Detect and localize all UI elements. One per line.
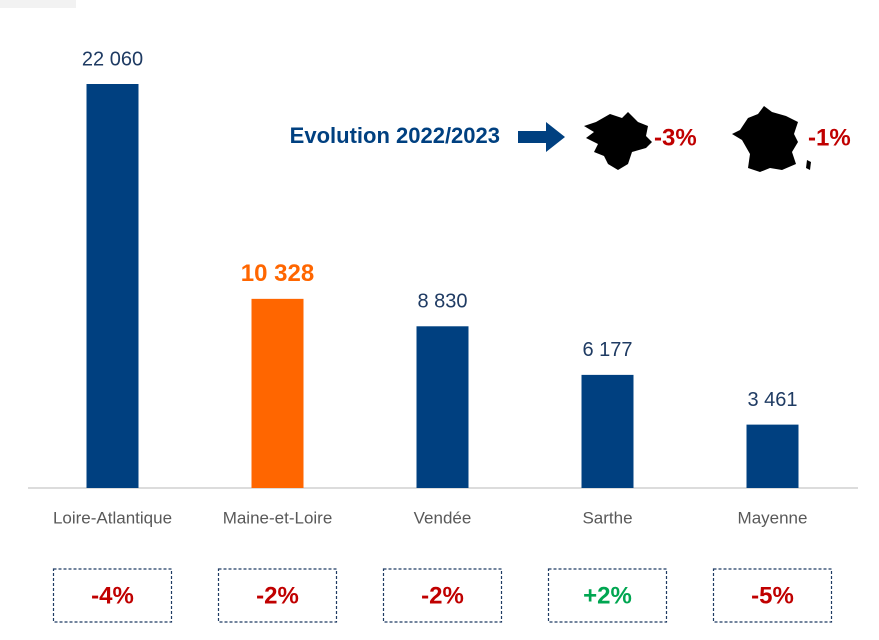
value-label: 3 461 (747, 389, 797, 411)
arrow (518, 122, 565, 152)
change-label: -5% (751, 582, 794, 609)
change-box (712, 568, 833, 623)
value-label: 6 177 (582, 339, 632, 361)
region-change: -3% (654, 124, 697, 151)
category-label: Maine-et-Loire (223, 508, 333, 527)
bar (581, 374, 634, 488)
change-box (547, 568, 668, 623)
region-map (584, 112, 652, 170)
category-label: Mayenne (738, 508, 808, 527)
france-change: -1% (808, 124, 851, 151)
category-label: Sarthe (582, 508, 632, 527)
change-box (217, 568, 338, 623)
category-label: Loire-Atlantique (53, 508, 172, 527)
france-map (732, 106, 811, 172)
corner-shade (0, 0, 76, 8)
change-label: +2% (583, 582, 632, 609)
bar (416, 326, 469, 488)
annotation: Evolution 2022/2023 (290, 123, 500, 148)
change-box (382, 568, 503, 623)
value-label: 8 830 (417, 291, 467, 313)
value-label: 22 060 (82, 48, 143, 70)
change-box (52, 568, 173, 623)
change-label: -2% (256, 582, 299, 609)
bar (251, 298, 304, 488)
category-label: Vendée (414, 508, 472, 527)
change-label: -4% (91, 582, 134, 609)
bar (746, 424, 799, 488)
value-label: 10 328 (241, 260, 314, 287)
change-label: -2% (421, 582, 464, 609)
bar (86, 84, 139, 488)
